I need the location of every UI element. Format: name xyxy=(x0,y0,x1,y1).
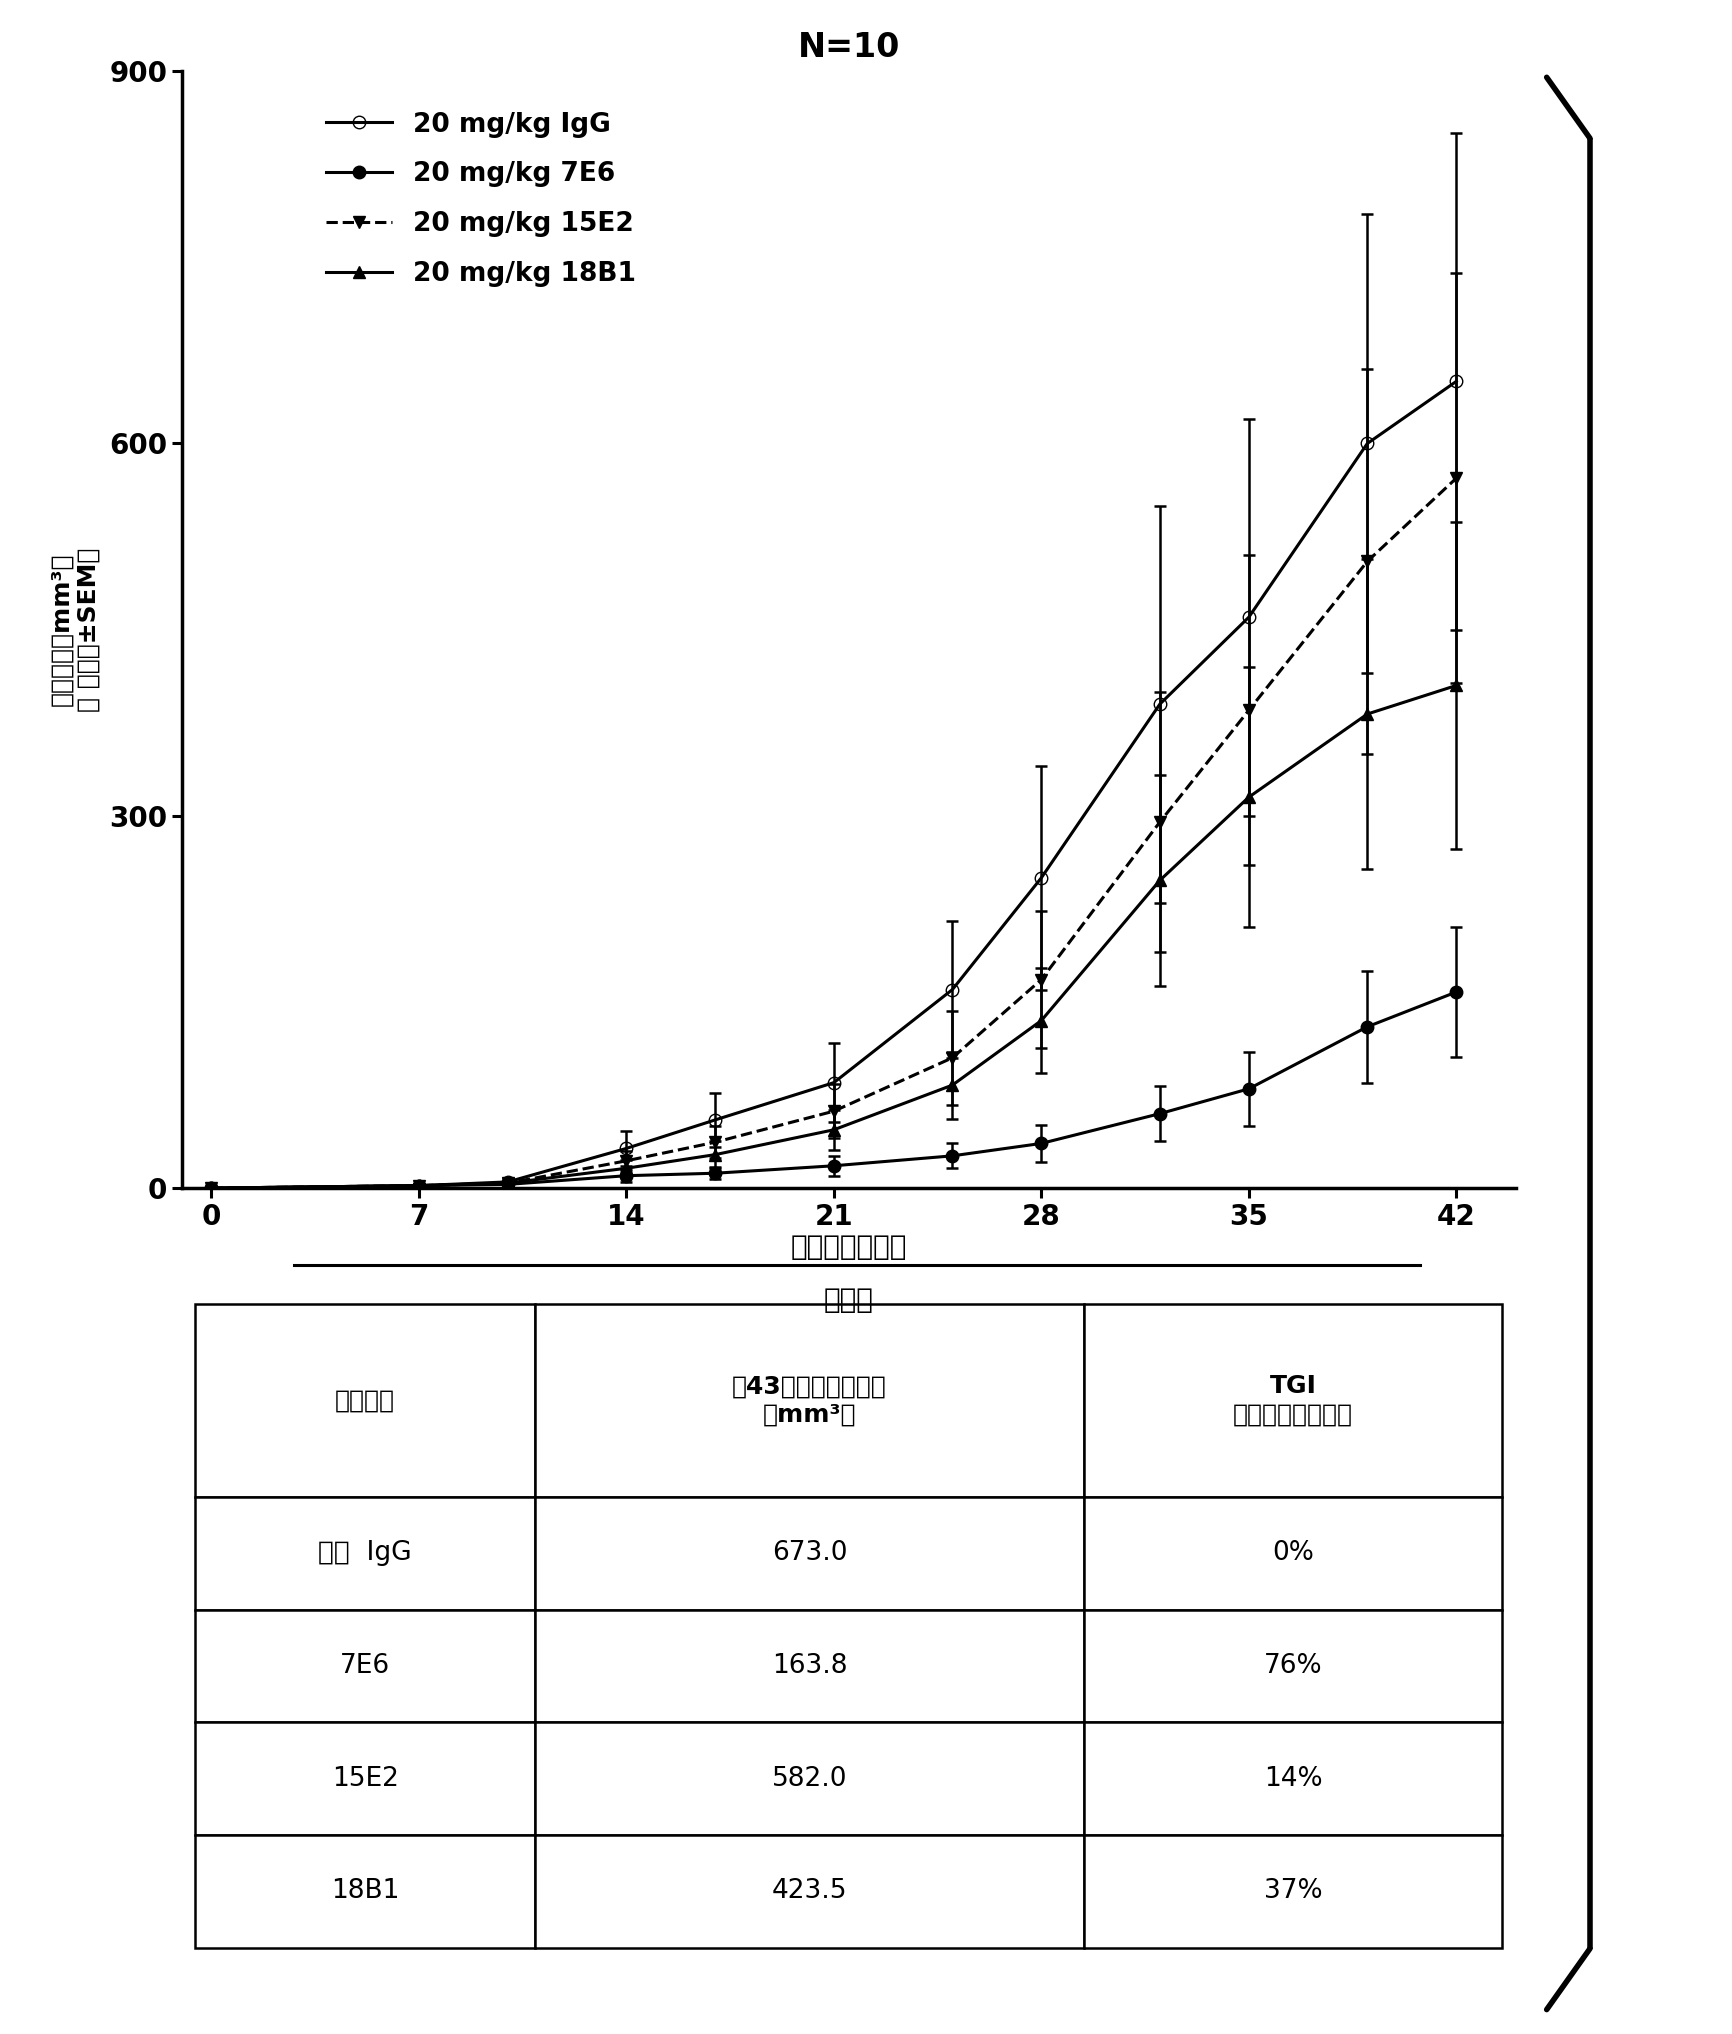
Title: N=10: N=10 xyxy=(797,31,901,65)
Y-axis label: 肿瘾体积（mm³）
（ 平均値±SEM）: 肿瘾体积（mm³） （ 平均値±SEM） xyxy=(48,547,100,712)
Legend: 20 mg/kg IgG, 20 mg/kg 7E6, 20 mg/kg 15E2, 20 mg/kg 18B1: 20 mg/kg IgG, 20 mg/kg 7E6, 20 mg/kg 15E… xyxy=(315,102,646,297)
Text: 肿瘾植入后天数: 肿瘾植入后天数 xyxy=(790,1233,908,1261)
Text: 治疗期: 治疗期 xyxy=(824,1285,873,1314)
